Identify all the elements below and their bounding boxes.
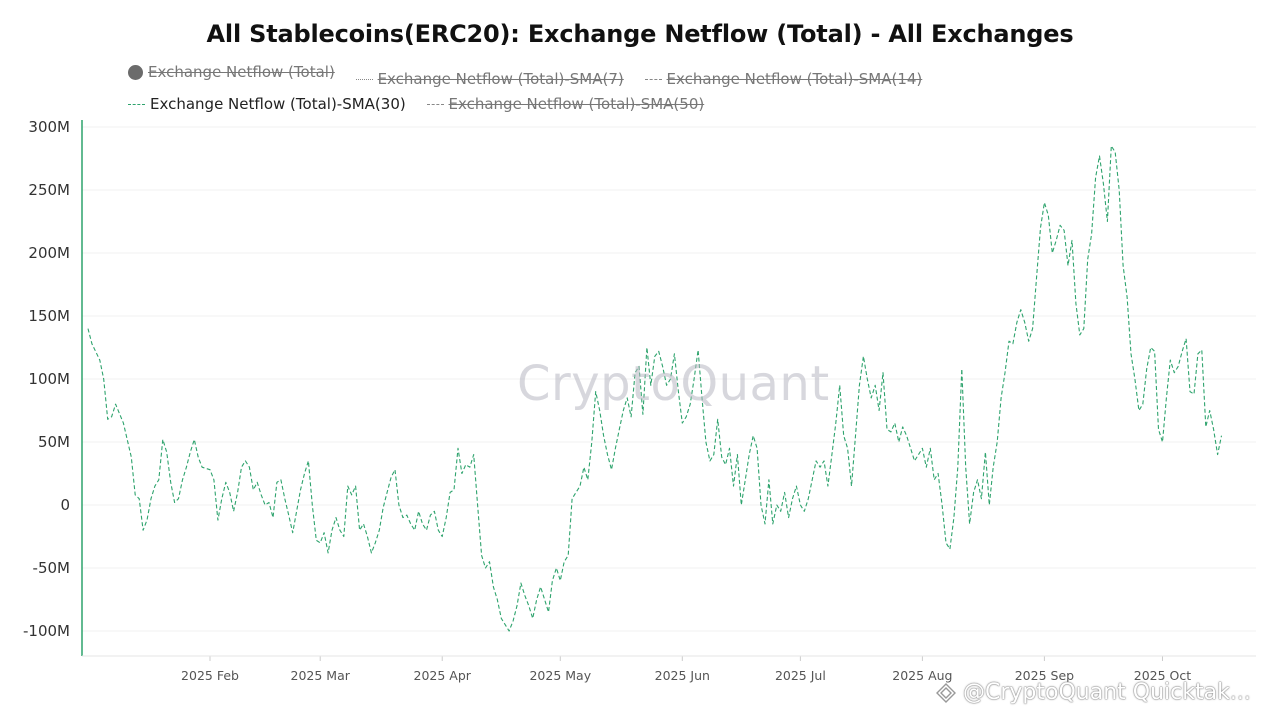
- legend-dashed-line-icon: [644, 79, 662, 80]
- diamond-logo-icon: [936, 682, 956, 703]
- y-tick-label: 300M: [28, 118, 70, 136]
- legend-label: Exchange Netflow (Total)-SMA(7): [377, 70, 624, 88]
- x-tick-label: 2025 Feb: [181, 668, 239, 683]
- legend-item-netflow-total[interactable]: Exchange Netflow (Total): [128, 62, 335, 83]
- chart-legend: Exchange Netflow (Total) Exchange Netflo…: [128, 62, 1188, 115]
- legend-dot-icon: [128, 65, 143, 80]
- legend-label: Exchange Netflow (Total): [148, 63, 335, 81]
- x-tick-label: 2025 Apr: [414, 668, 472, 683]
- x-tick-label: 2025 Aug: [892, 668, 952, 683]
- series-line-sma-30[interactable]: [87, 145, 1223, 632]
- cryptoquant-watermark: CryptoQuant: [517, 356, 830, 412]
- legend-dashed-line-icon: [426, 104, 444, 105]
- legend-item-sma-50[interactable]: Exchange Netflow (Total)-SMA(50): [426, 94, 705, 115]
- footer-watermark-text: @CryptoQuant Quicktak...: [963, 680, 1251, 705]
- legend-label: Exchange Netflow (Total)-SMA(14): [666, 70, 923, 88]
- chart-title: All Stablecoins(ERC20): Exchange Netflow…: [206, 20, 1074, 48]
- x-tick-label: 2025 Oct: [1134, 668, 1191, 683]
- x-tick-label: 2025 Sep: [1015, 668, 1074, 683]
- legend-item-sma-30[interactable]: Exchange Netflow (Total)-SMA(30): [128, 94, 406, 115]
- y-tick-label: 250M: [28, 181, 70, 199]
- footer-watermark: @CryptoQuant Quicktak...: [935, 680, 1251, 705]
- y-axis-ticks: 300M 250M 200M 150M 100M 50M 0 -50M -100M: [23, 118, 70, 640]
- y-tick-label: -50M: [33, 559, 70, 577]
- chart-gridlines: [82, 126, 1256, 632]
- y-tick-label: 200M: [28, 244, 70, 262]
- legend-label: Exchange Netflow (Total)-SMA(30): [150, 95, 406, 113]
- legend-item-sma-14[interactable]: Exchange Netflow (Total)-SMA(14): [644, 69, 923, 90]
- y-tick-label: 0: [60, 496, 70, 514]
- y-tick-label: 100M: [28, 370, 70, 388]
- x-tick-label: 2025 Mar: [291, 668, 351, 683]
- x-tick-label: 2025 Jul: [775, 668, 826, 683]
- chart-series: [87, 145, 1223, 632]
- x-tick-label: 2025 Jun: [655, 668, 710, 683]
- y-tick-label: 50M: [38, 433, 70, 451]
- y-tick-label: -100M: [23, 622, 70, 640]
- legend-item-sma-7[interactable]: Exchange Netflow (Total)-SMA(7): [355, 69, 624, 90]
- legend-dotted-line-icon: [355, 79, 373, 80]
- x-tick-label: 2025 May: [529, 668, 591, 683]
- legend-dashed-line-icon: [128, 104, 145, 105]
- x-axis-ticks: 2025 Feb 2025 Mar 2025 Apr 2025 May 2025 Jun…: [181, 656, 1191, 683]
- y-tick-label: 150M: [28, 307, 70, 325]
- legend-label: Exchange Netflow (Total)-SMA(50): [448, 95, 705, 113]
